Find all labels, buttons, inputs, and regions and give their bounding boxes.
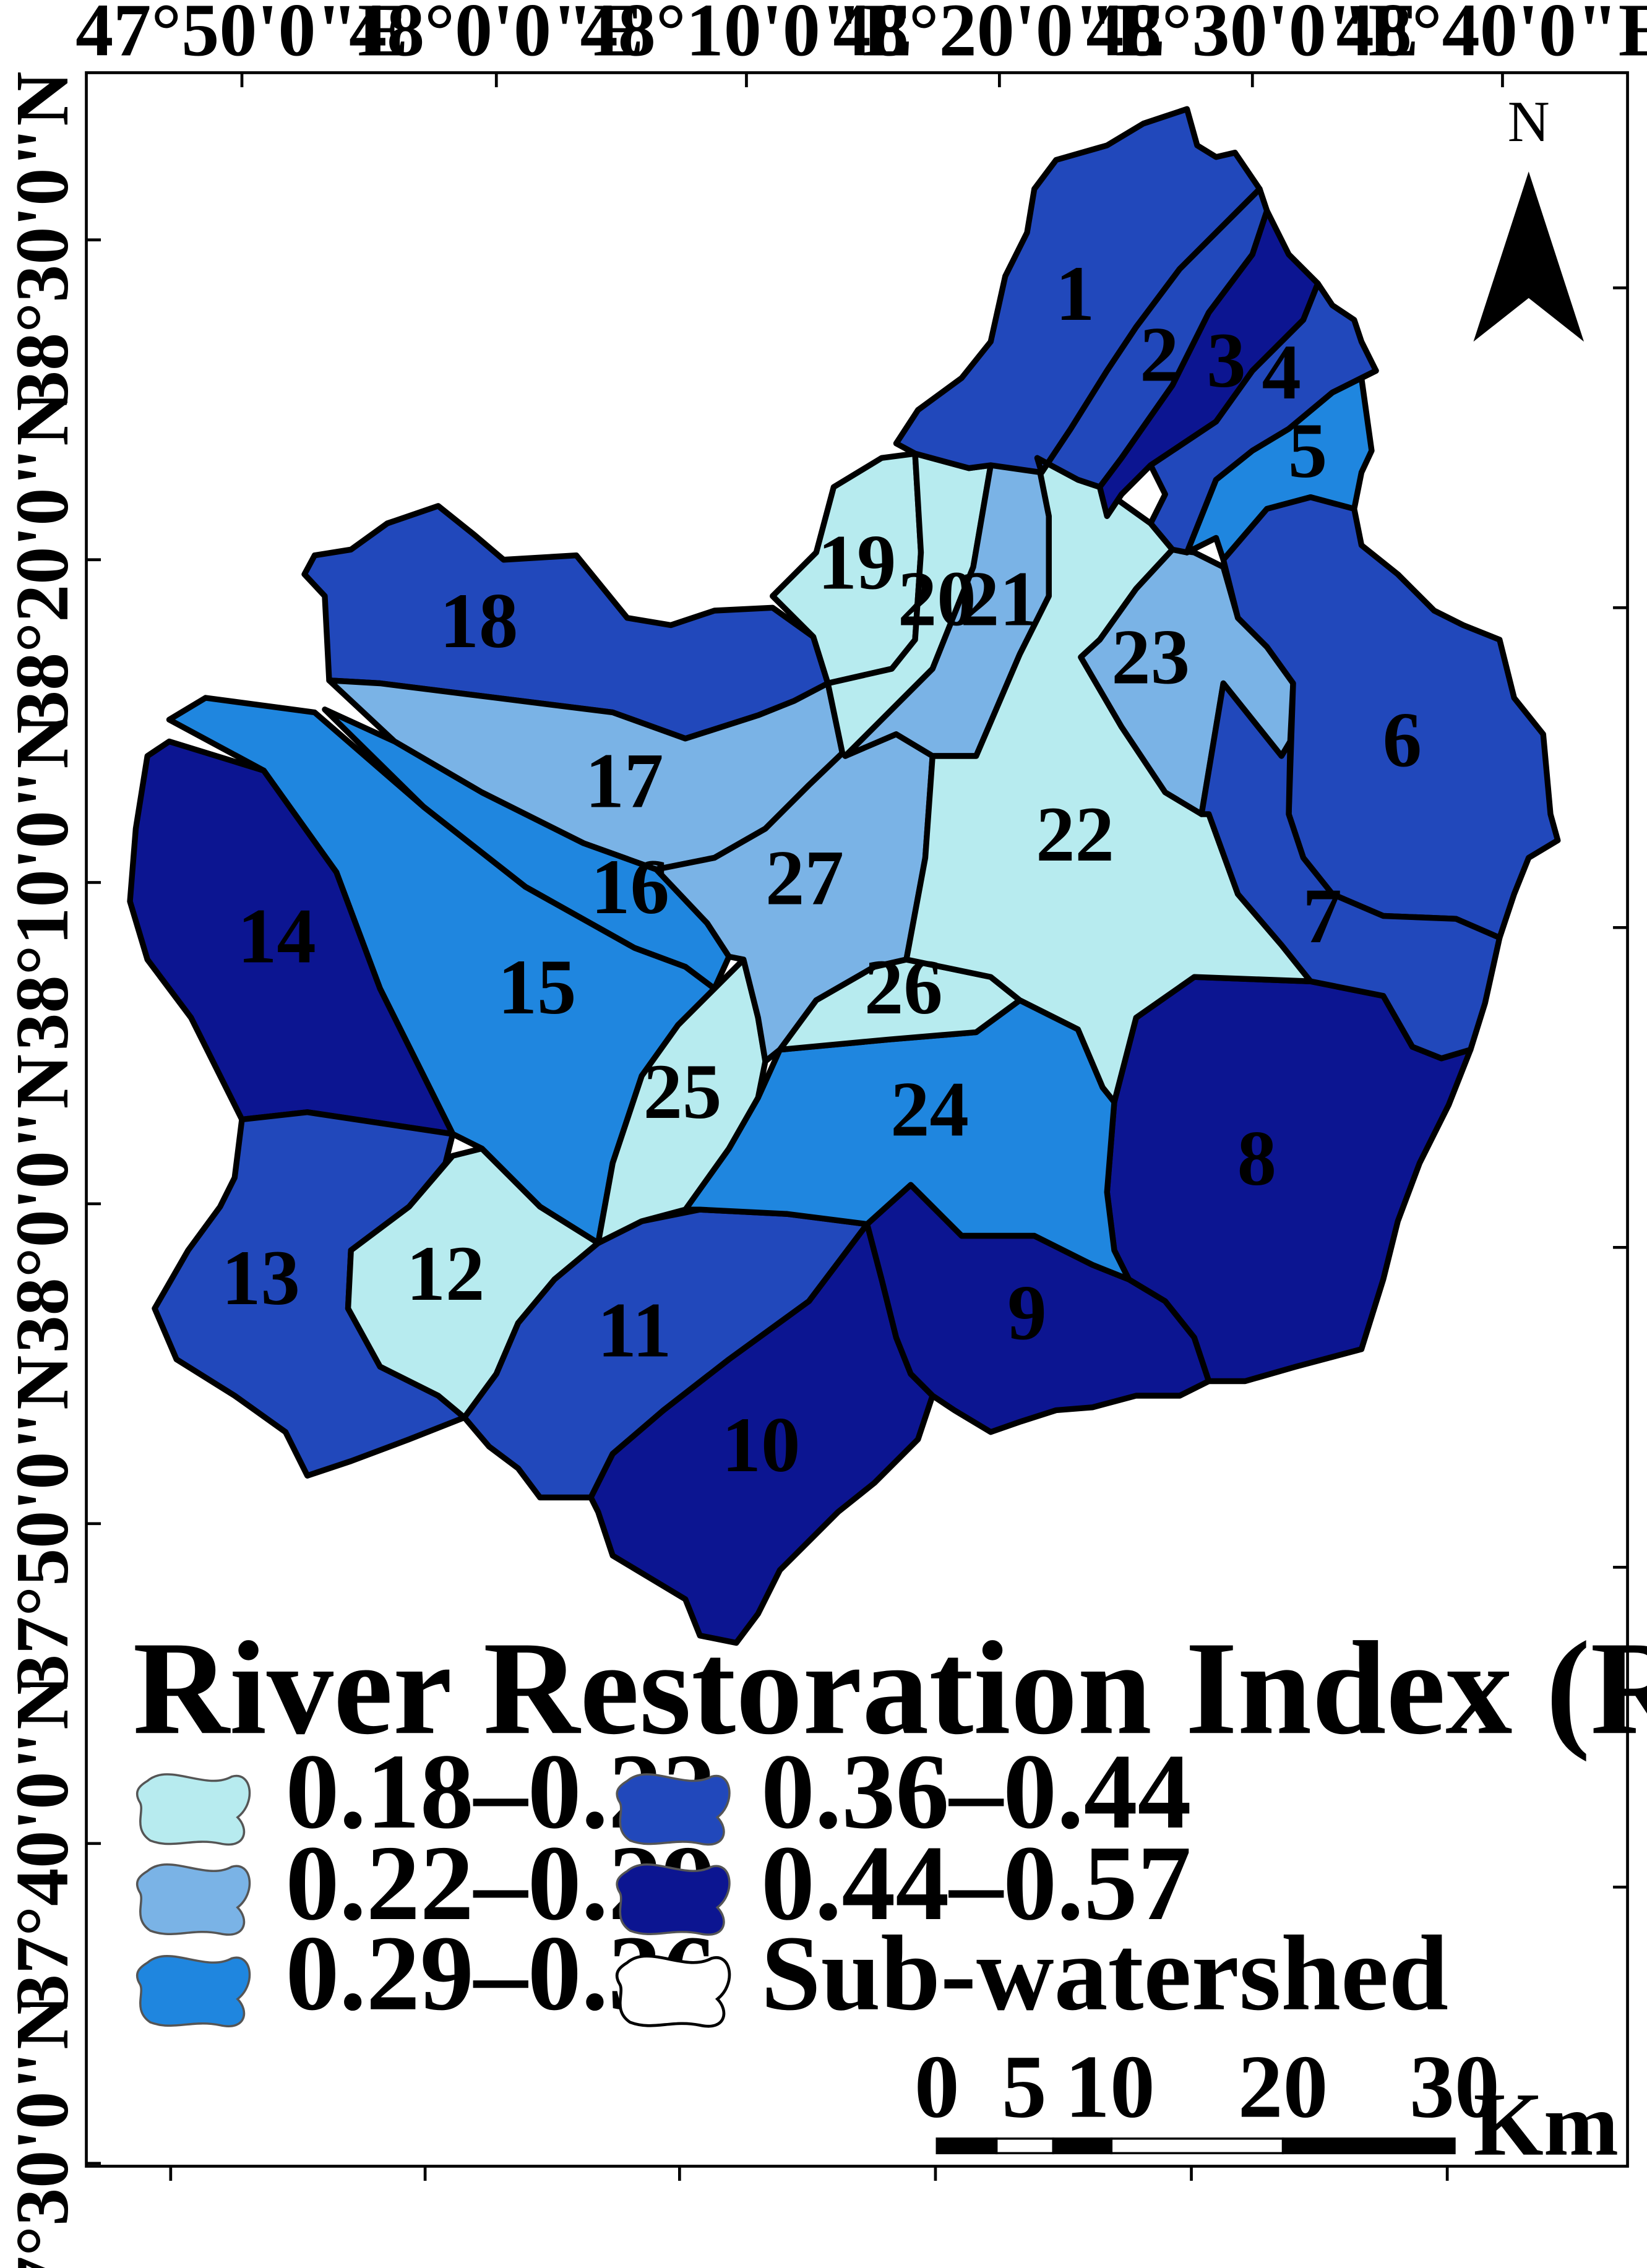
subwatersheds <box>127 106 1561 1646</box>
legend-swatch-1 <box>135 1773 251 1846</box>
north-arrow: N <box>1473 90 1585 342</box>
legend-title: River Restoration Index (RRI) <box>133 1613 1647 1762</box>
legend-swatch-5 <box>616 1863 731 1936</box>
sw-label-16: 16 <box>591 844 669 930</box>
sw-label-1: 1 <box>1056 251 1094 337</box>
legend-item-5: 0.44–0.57 <box>616 1823 1192 1943</box>
legend-label-4: 0.36–0.44 <box>761 1732 1192 1851</box>
sw-label-3: 3 <box>1206 317 1245 404</box>
scale-segment-3 <box>1052 2137 1113 2155</box>
subwatershed-7[interactable] <box>1198 680 1503 1062</box>
scale-segment-2 <box>995 2137 1055 2155</box>
scale-segment-5 <box>1281 2137 1456 2155</box>
subwatershed-labels: 1 2 3 4 5 6 7 8 9 10 11 12 13 14 15 16 1… <box>221 251 1422 1488</box>
sw-label-9: 9 <box>1007 1269 1046 1356</box>
sw-label-5: 5 <box>1288 408 1327 494</box>
legend-label-6: Sub-watershed <box>761 1914 1448 2033</box>
sw-label-13: 13 <box>221 1235 300 1321</box>
sw-label-6: 6 <box>1383 697 1422 783</box>
sw-label-17: 17 <box>585 737 664 824</box>
lat-tick-5: 37°50'0"N <box>1 1355 84 1692</box>
legend-swatch-4 <box>616 1773 731 1846</box>
sw-label-25: 25 <box>643 1049 722 1135</box>
legend-item-4: 0.36–0.44 <box>616 1732 1192 1851</box>
scale-bar: 0 5 10 20 30 Km <box>914 2037 1619 2175</box>
lon-tick-5: 48°30'0"E <box>1086 0 1419 72</box>
sw-label-14: 14 <box>238 893 316 980</box>
lat-tick-2: 38°20'0"N <box>1 392 84 728</box>
sw-label-24: 24 <box>890 1066 969 1153</box>
sw-label-18: 18 <box>440 578 518 664</box>
legend-swatch-3 <box>135 1955 251 2027</box>
sw-label-20: 20 <box>898 556 976 642</box>
sw-label-4: 4 <box>1262 329 1301 416</box>
legend: River Restoration Index (RRI) 0.18–0.22 … <box>133 1613 1647 2033</box>
legend-label-5: 0.44–0.57 <box>761 1823 1192 1943</box>
lat-tick-3: 38°10'0"N <box>1 714 84 1050</box>
map-frame <box>85 71 1629 2168</box>
lat-tick-7: 37°30'0"N <box>1 1995 84 2268</box>
sw-label-7: 7 <box>1302 873 1341 960</box>
sw-label-23: 23 <box>1111 614 1190 701</box>
scale-tick-20: 20 <box>1238 2037 1328 2137</box>
north-label: N <box>1508 90 1550 154</box>
latitude-labels: 38°30'0"N 38°20'0"N 38°10'0"N 38°0'0"N 3… <box>1 72 84 2268</box>
legend-swatch-6 <box>615 1954 731 2028</box>
sw-label-11: 11 <box>598 1287 672 1374</box>
scale-tick-0: 0 <box>914 2037 960 2137</box>
scale-tick-5: 5 <box>1002 2037 1047 2137</box>
sw-label-21: 21 <box>960 556 1039 642</box>
lat-tick-4: 38°0'0"N <box>1 1054 84 1353</box>
lat-tick-1: 38°30'0"N <box>1 72 84 408</box>
scale-unit: Km <box>1473 2074 1619 2175</box>
sw-label-26: 26 <box>864 944 943 1031</box>
lat-tick-6: 37°40'0"N <box>1 1675 84 2012</box>
tick-marks <box>86 72 1628 2181</box>
sw-label-10: 10 <box>722 1402 801 1488</box>
sw-label-8: 8 <box>1237 1115 1276 1202</box>
sw-label-22: 22 <box>1036 791 1114 878</box>
north-arrow-icon <box>1473 171 1585 342</box>
lon-tick-4: 48°20'0"E <box>833 0 1166 72</box>
sw-label-15: 15 <box>498 944 577 1031</box>
sw-label-12: 12 <box>406 1231 485 1317</box>
legend-swatch-2 <box>135 1863 251 1936</box>
scale-tick-30: 30 <box>1409 2037 1500 2137</box>
scale-segment-1 <box>935 2137 998 2155</box>
lon-tick-3: 48°10'0"E <box>580 0 913 72</box>
sw-label-27: 27 <box>765 835 844 922</box>
longitude-labels: 47°50'0"E 48°0'0"E 48°10'0"E 48°20'0"E 4… <box>75 0 1647 72</box>
scale-segment-4 <box>1110 2137 1284 2155</box>
lon-tick-6: 48°40'0"E <box>1336 0 1647 72</box>
legend-item-6: Sub-watershed <box>615 1914 1448 2033</box>
lon-tick-1: 47°50'0"E <box>75 0 408 72</box>
lon-tick-2: 48°0'0"E <box>349 0 644 72</box>
sw-label-19: 19 <box>818 520 897 606</box>
sw-label-2: 2 <box>1140 312 1179 398</box>
scale-tick-10: 10 <box>1065 2037 1155 2137</box>
